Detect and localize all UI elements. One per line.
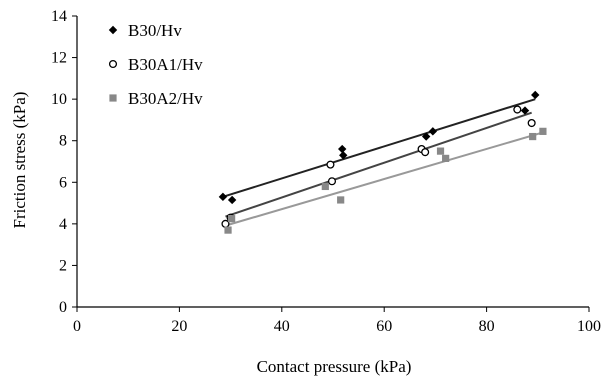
data-point-series-3 bbox=[337, 196, 345, 204]
y-ticks: 0 2 4 6 8 10 12 14 bbox=[51, 8, 77, 316]
x-tick-label: 0 bbox=[73, 318, 81, 335]
legend-marker-3 bbox=[109, 94, 117, 102]
data-point-series-1 bbox=[218, 192, 228, 202]
y-tick-label: 0 bbox=[59, 299, 67, 316]
y-tick-label: 12 bbox=[51, 50, 67, 67]
data-point-series-1 bbox=[531, 90, 540, 100]
legend-marker-1 bbox=[108, 25, 118, 35]
x-tick-label: 60 bbox=[376, 318, 392, 335]
data-point-series-3 bbox=[442, 154, 450, 162]
data-point-series-3 bbox=[539, 127, 547, 135]
data-point-series-1 bbox=[421, 132, 431, 141]
x-tick-label: 100 bbox=[577, 318, 601, 335]
y-tick-label: 10 bbox=[51, 91, 67, 108]
data-point-series-1 bbox=[227, 195, 237, 205]
x-tick-label: 20 bbox=[171, 318, 187, 335]
y-tick-label: 2 bbox=[59, 257, 67, 274]
data-point-series-2 bbox=[326, 160, 335, 169]
legend-label-3: B30A2/Hv bbox=[128, 89, 203, 108]
y-tick-label: 4 bbox=[59, 216, 67, 233]
data-point-series-2 bbox=[421, 148, 430, 157]
trendline-series-1 bbox=[222, 98, 536, 198]
axes bbox=[76, 16, 589, 308]
trendline-series-2 bbox=[225, 111, 532, 218]
data-point-series-1 bbox=[338, 144, 347, 154]
data-point-series-2 bbox=[513, 105, 522, 114]
data-point-series-1 bbox=[339, 151, 348, 160]
legend-label-1: B30/Hv bbox=[128, 21, 182, 40]
data-point-series-2 bbox=[221, 219, 230, 228]
x-axis-title: Contact pressure (kPa) bbox=[257, 357, 412, 376]
legend-marker-2 bbox=[108, 59, 118, 69]
x-tick-label: 80 bbox=[479, 318, 495, 335]
trendlines bbox=[222, 98, 544, 226]
y-tick-label: 8 bbox=[59, 133, 67, 150]
legend-label-2: B30A1/Hv bbox=[128, 55, 203, 74]
x-ticks: 0 20 40 60 80 100 bbox=[73, 307, 601, 335]
data-point-series-2 bbox=[527, 118, 536, 128]
data-point-series-3 bbox=[321, 182, 329, 191]
data-point-series-3 bbox=[529, 132, 537, 141]
data-point-series-3 bbox=[228, 215, 236, 223]
y-tick-label: 6 bbox=[59, 174, 67, 191]
y-tick-label: 14 bbox=[51, 8, 67, 25]
x-tick-label: 40 bbox=[274, 318, 290, 335]
data-point-series-1 bbox=[428, 127, 438, 136]
trendline-series-3 bbox=[227, 131, 544, 226]
data-point-series-1 bbox=[520, 106, 530, 115]
y-axis-title: Friction stress (kPa) bbox=[10, 92, 29, 229]
data-point-series-3 bbox=[224, 226, 232, 234]
legend: B30/Hv B30A1/Hv B30A2/Hv bbox=[108, 21, 203, 108]
data-point-series-3 bbox=[436, 147, 445, 155]
data-point-series-2 bbox=[327, 177, 337, 186]
data-points bbox=[218, 90, 547, 234]
